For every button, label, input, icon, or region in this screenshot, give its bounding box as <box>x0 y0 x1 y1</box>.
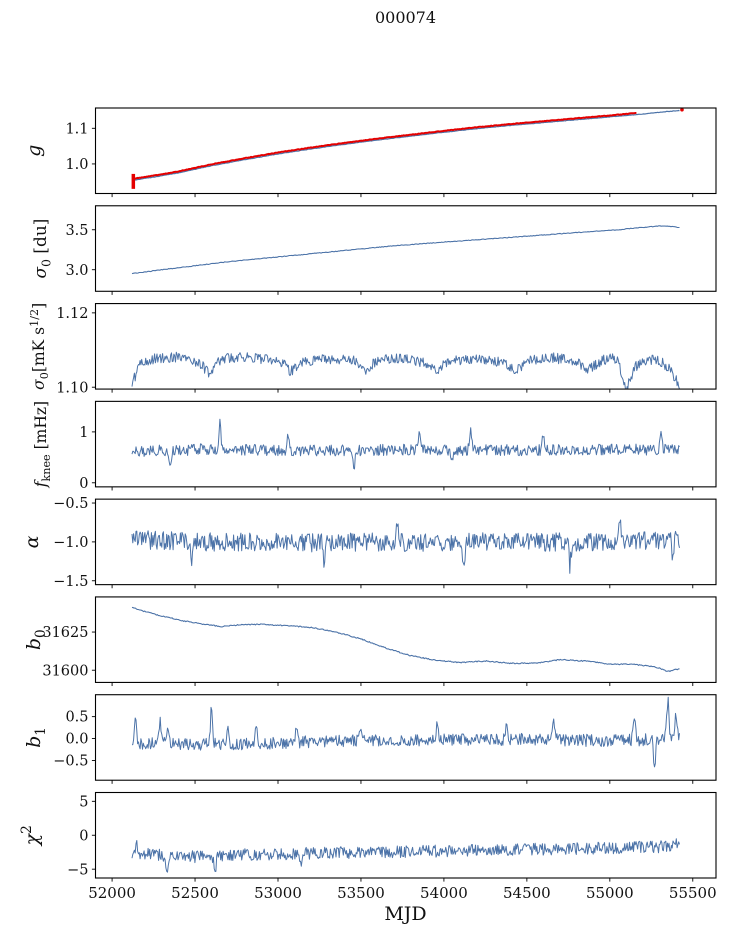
y-axis-label: σ0 [du] <box>31 219 53 279</box>
panel-alpha: −0.5 −1.0 −1.5 α <box>21 496 717 590</box>
series-line <box>131 838 680 873</box>
x-tick-label: 55500 <box>669 884 717 902</box>
x-tick-label: 52500 <box>171 884 219 902</box>
panel-sigma0_du: 3.5 3.0 σ0 [du] <box>31 205 717 295</box>
series-line <box>131 112 637 180</box>
y-tick-label: −0.5 <box>53 496 88 512</box>
y-axis-label: b1 <box>23 727 49 748</box>
x-tick-label: 54000 <box>420 884 468 902</box>
y-tick-label: 0.5 <box>65 710 88 726</box>
panel-sigma0_mK: 1.12 1.10 σ0[mK s1/2] <box>28 303 717 396</box>
y-tick-label: −5 <box>67 862 88 878</box>
y-axis-label: g <box>23 145 45 157</box>
series-line <box>131 109 680 182</box>
panel-frame <box>94 791 717 879</box>
y-tick-label: 1 <box>79 425 88 441</box>
y-tick-label: 0.0 <box>65 732 88 748</box>
y-tick-label: −1.0 <box>53 535 88 551</box>
x-tick-label: 53000 <box>254 884 302 902</box>
x-axis-label: MJD <box>384 903 427 925</box>
panel-frame <box>94 694 717 781</box>
panel-f_knee: 1 0 fknee [mHz] <box>32 400 717 492</box>
panel-frame <box>94 205 717 292</box>
y-tick-label: 1.10 <box>56 380 88 396</box>
y-tick-label: 1.1 <box>65 121 88 137</box>
y-axis-label: α <box>21 535 43 548</box>
y-tick-label: 0 <box>79 828 88 844</box>
y-tick-label: 31625 <box>42 625 88 641</box>
y-tick-label: −0.5 <box>53 754 88 770</box>
series-line <box>131 519 680 574</box>
series-line <box>131 351 680 390</box>
x-tick-label: 54500 <box>503 884 551 902</box>
x-tick-label: 52000 <box>88 884 136 902</box>
panel-frame <box>94 400 717 488</box>
y-tick-label: 3.0 <box>65 263 88 279</box>
y-axis-label: χ2 <box>19 825 43 847</box>
series-line <box>131 225 680 275</box>
series-line <box>131 606 680 673</box>
panel-frame <box>94 498 717 586</box>
y-tick-label: 0 <box>79 476 88 492</box>
y-tick-label: 1.12 <box>56 306 88 322</box>
panel-chi2: 52000 52500 53000 53500 54000 54500 55000 55500… <box>19 791 717 902</box>
y-tick-label: 1.0 <box>65 157 88 173</box>
panel-b1: 0.5 0.0 −0.5b1 <box>23 694 717 784</box>
figure-title: 000074 <box>374 8 437 27</box>
x-tick-label: 53500 <box>337 884 385 902</box>
series-line <box>131 696 680 768</box>
panel-frame <box>94 596 717 683</box>
panel-frame <box>94 107 717 195</box>
y-tick-label: 31600 <box>42 663 88 679</box>
panel-g: 1.1 1.0 g <box>23 107 717 198</box>
series-line <box>131 418 680 470</box>
y-axis-label: b0 <box>23 629 49 650</box>
y-tick-label: 5 <box>79 794 88 810</box>
y-tick-label: −1.5 <box>53 574 88 590</box>
y-tick-label: 3.5 <box>65 223 88 239</box>
y-axis-label: fknee [mHz] <box>32 401 53 488</box>
y-axis-label: σ0[mK s1/2] <box>28 303 51 390</box>
x-tick-label: 55000 <box>586 884 634 902</box>
panel-frame <box>94 303 717 390</box>
panel-b0: 31625 31600 b0 <box>23 596 717 687</box>
end-marker <box>680 108 684 112</box>
